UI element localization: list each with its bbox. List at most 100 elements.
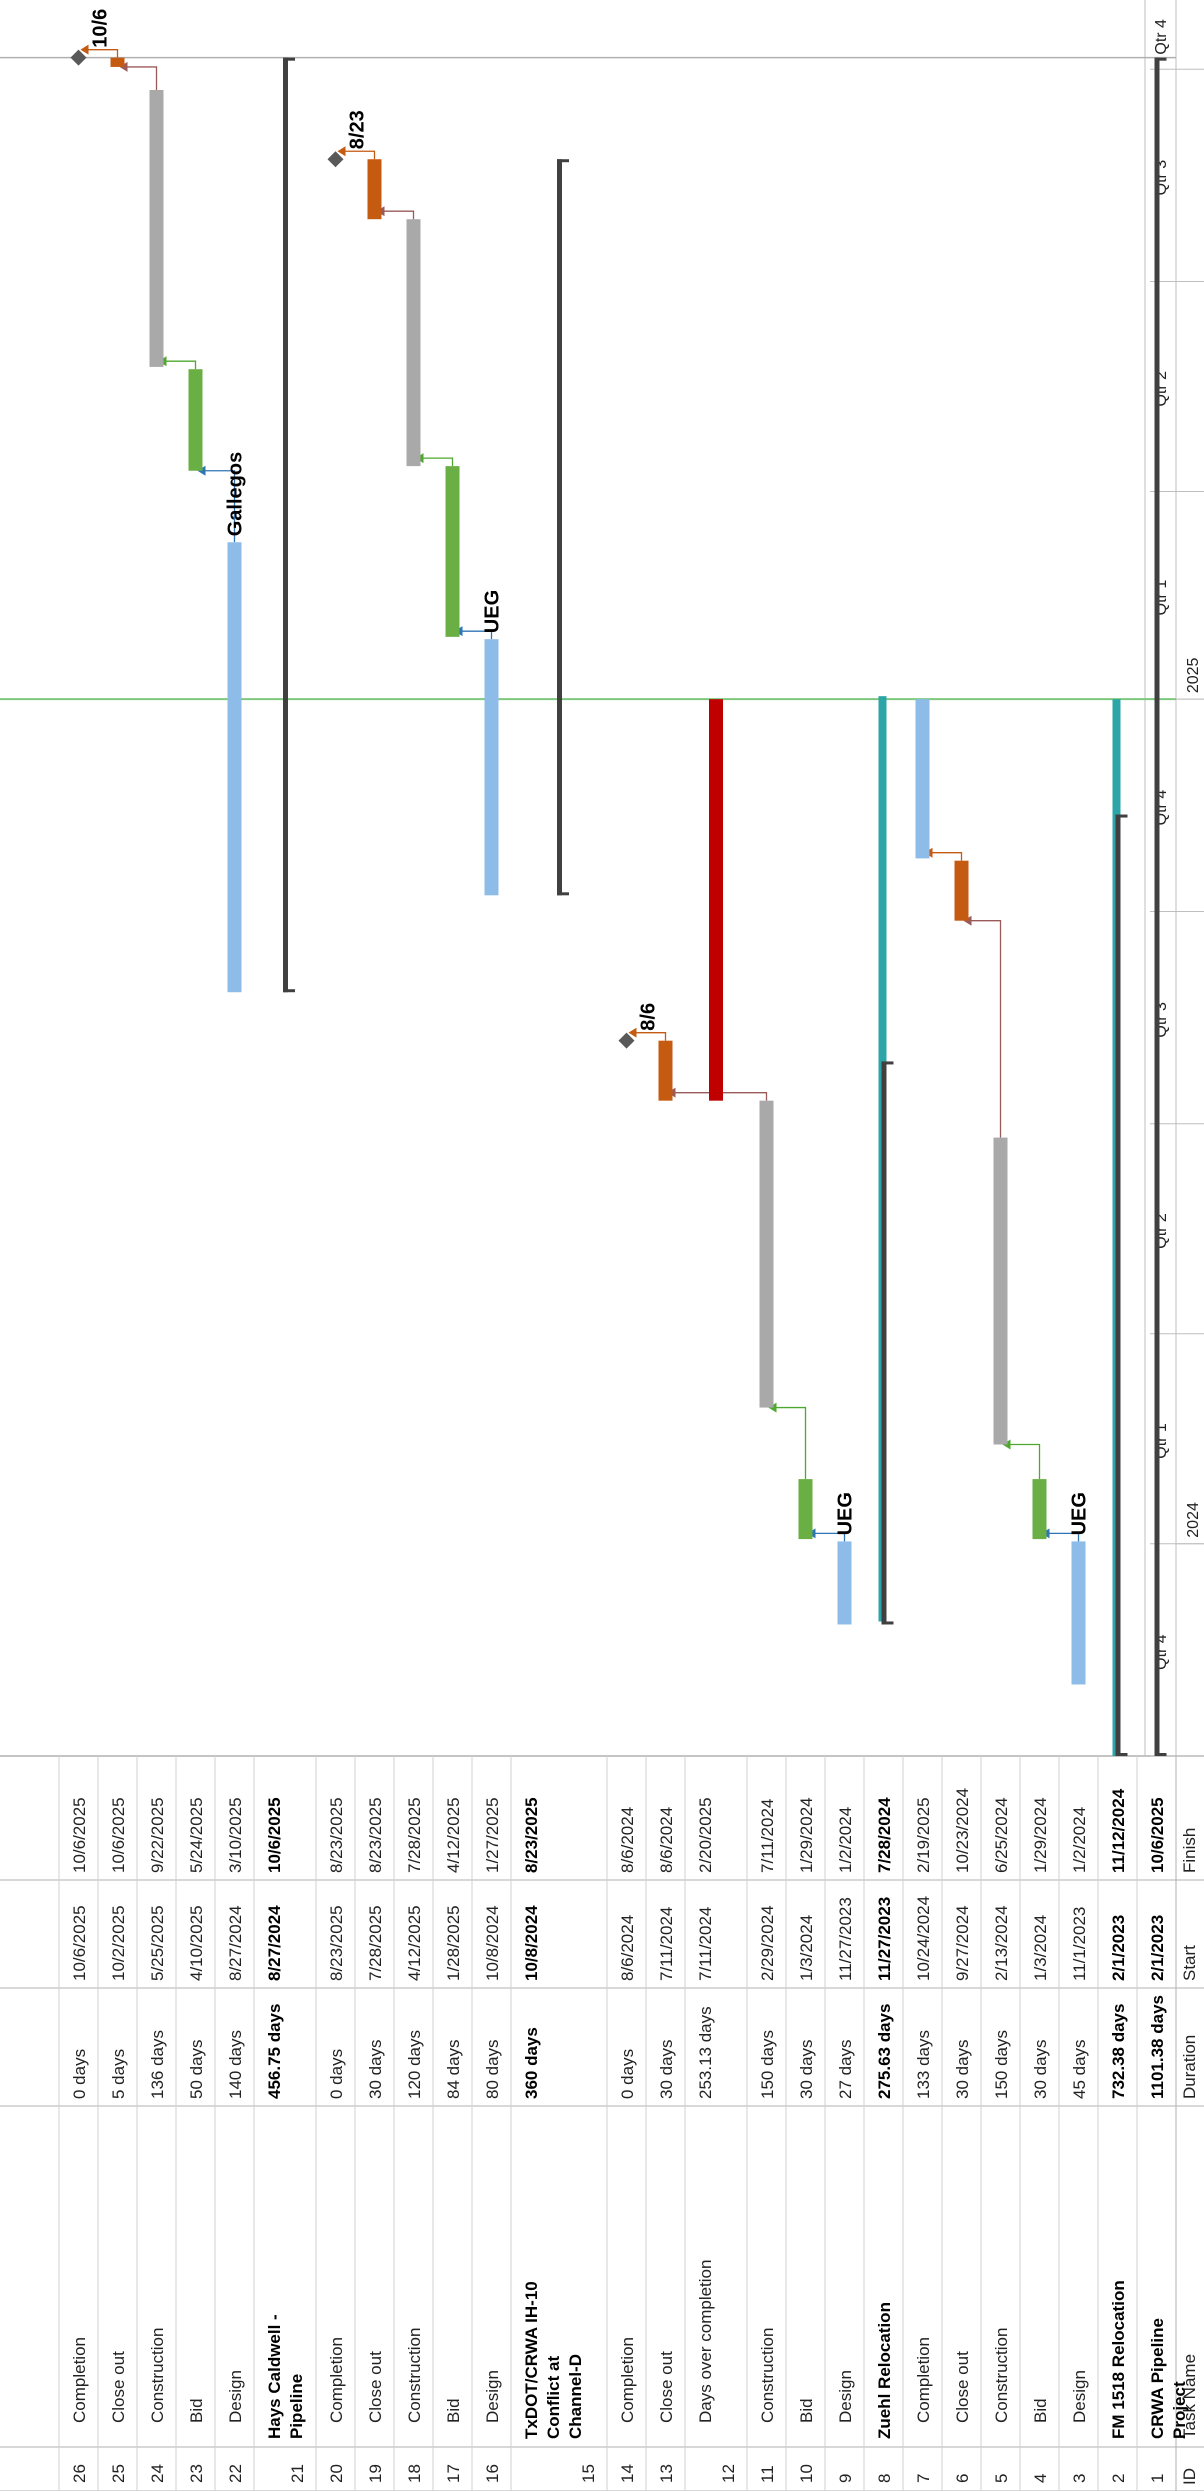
- table-row: 21 Hays Caldwell - Pipeline 456.75 days 8/27…: [265, 1797, 307, 2483]
- task-finish: 1/2/2024: [1070, 1807, 1089, 1873]
- dependency-line: [165, 360, 197, 370]
- summary-bar-end-cap: [1154, 57, 1167, 61]
- table-row: 19 Close out 30 days 7/28/2025 8/23/2025: [366, 1797, 385, 2483]
- task-duration: 360 days: [522, 2027, 541, 2099]
- milestone-label: 10/6: [90, 9, 112, 48]
- milestone-diamond: [618, 1032, 635, 1049]
- task-id: 21: [288, 2464, 307, 2483]
- task-finish: 7/28/2024: [875, 1797, 894, 1873]
- task-name: TxDOT/CRWA IH-10: [522, 2281, 541, 2439]
- task-id: 10: [797, 2464, 816, 2483]
- design-bar: [227, 542, 242, 993]
- resource-label: Gallegos: [225, 452, 247, 536]
- task-start: 2/13/2024: [992, 1905, 1011, 1981]
- task-name: Design: [1070, 2370, 1089, 2423]
- resource-label: UEG: [482, 590, 504, 633]
- quarter-label: Qtr 4: [1153, 19, 1170, 55]
- task-finish: 7/28/2025: [405, 1797, 424, 1873]
- task-duration: 30 days: [657, 2039, 676, 2099]
- table-row: 6 Close out 30 days 9/27/2024 10/23/2024: [953, 1788, 972, 2483]
- task-duration: 45 days: [1070, 2039, 1089, 2099]
- task-name: Project: [1170, 2381, 1189, 2439]
- task-duration: 30 days: [366, 2039, 385, 2099]
- task-name: Completion: [70, 2337, 89, 2423]
- task-start: 10/8/2024: [483, 1905, 502, 1981]
- task-id: 14: [618, 2464, 637, 2483]
- milestone-label: 8/6: [638, 1003, 660, 1031]
- design-bar: [837, 1541, 852, 1625]
- overrun-bar: [709, 699, 723, 1101]
- task-finish: 10/6/2025: [70, 1797, 89, 1873]
- task-duration: 732.38 days: [1109, 2004, 1128, 2099]
- task-finish: 9/22/2025: [148, 1797, 167, 1873]
- task-start: 7/11/2024: [657, 1907, 676, 1981]
- task-finish: 1/29/2024: [1031, 1797, 1050, 1873]
- task-id: 24: [148, 2464, 167, 2483]
- task-id: 13: [657, 2464, 676, 2483]
- task-duration: 133 days: [914, 2030, 933, 2099]
- table-row: 10 Bid 30 days 1/3/2024 1/29/2024: [797, 1797, 816, 2483]
- task-duration: 1101.38 days: [1148, 1995, 1167, 2099]
- task-duration: 0 days: [618, 2049, 637, 2099]
- bar-labels: UEG UEG 8/6 UEG 8/23 Gallegos 10/6: [90, 9, 1091, 1536]
- dependency-line: [970, 920, 1002, 1138]
- task-name: Completion: [618, 2337, 637, 2423]
- task-name: Design: [836, 2370, 855, 2423]
- task-duration: 275.63 days: [875, 2004, 894, 2099]
- task-id: 6: [953, 2474, 972, 2483]
- task-start: 7/28/2025: [366, 1905, 385, 1981]
- task-duration: 80 days: [483, 2039, 502, 2099]
- summary-bar: [283, 57, 288, 993]
- resource-label: UEG: [835, 1492, 857, 1535]
- task-finish: 8/23/2025: [327, 1797, 346, 1873]
- table-row: 20 Completion 0 days 8/23/2025 8/23/2025: [327, 1797, 346, 2483]
- task-finish: 11/12/2024: [1109, 1788, 1128, 1873]
- task-start: 9/27/2024: [953, 1905, 972, 1981]
- bid-bar: [445, 466, 460, 637]
- task-start: 1/3/2024: [1031, 1915, 1050, 1981]
- task-start: 10/2/2025: [109, 1905, 128, 1981]
- bid-bar: [188, 369, 203, 471]
- task-finish: 2/19/2025: [914, 1797, 933, 1873]
- design-bar: [484, 639, 499, 896]
- table-row: 11 Construction 150 days 2/29/2024 7/11/2024: [758, 1799, 777, 2483]
- task-start: 4/10/2025: [187, 1905, 206, 1981]
- task-id: 18: [405, 2464, 424, 2483]
- header-finish: Finish: [1180, 1828, 1199, 1873]
- summary-bar: [1115, 814, 1121, 1756]
- task-finish: 8/6/2024: [657, 1807, 676, 1873]
- dependency-line: [204, 470, 236, 543]
- closeout-bar: [954, 860, 969, 921]
- summary-bar-end-cap: [283, 57, 295, 61]
- dependency-line: [775, 1406, 807, 1480]
- dependency-line: [635, 1032, 667, 1041]
- table-row: 2 FM 1518 Relocation 732.38 days 2/1/2023 11…: [1109, 1788, 1128, 2483]
- task-start: 8/6/2024: [618, 1915, 637, 1981]
- table-row: 4 Bid 30 days 1/3/2024 1/29/2024: [1031, 1797, 1050, 2483]
- summary-bar-end-cap: [881, 1061, 894, 1065]
- task-id: 19: [366, 2464, 385, 2483]
- task-id: 7: [914, 2474, 933, 2483]
- task-start: 11/27/2023: [836, 1897, 855, 1981]
- dependency-arrowhead: [628, 1027, 637, 1038]
- year-label: 2025: [1185, 657, 1202, 693]
- summary-bar: [881, 1061, 887, 1625]
- milestone-diamond: [70, 49, 87, 66]
- task-duration: 84 days: [444, 2039, 463, 2099]
- task-id: 8: [875, 2474, 894, 2483]
- table-row: 5 Construction 150 days 2/13/2024 6/25/2024: [992, 1797, 1011, 2483]
- task-finish: 5/24/2025: [187, 1797, 206, 1873]
- task-start: 4/12/2025: [405, 1905, 424, 1981]
- task-name: Bid: [187, 2398, 206, 2423]
- task-finish: 8/6/2024: [618, 1807, 637, 1873]
- task-name: Design: [483, 2370, 502, 2423]
- task-start: 11/27/2023: [875, 1897, 894, 1981]
- table-row: 12 Days over completion 253.13 days 7/11/20…: [696, 1797, 738, 2483]
- dependency-line: [1048, 1532, 1080, 1542]
- table-row: 13 Close out 30 days 7/11/2024 8/6/2024: [657, 1807, 676, 2483]
- task-finish: 2/20/2025: [696, 1797, 715, 1873]
- task-id: 22: [226, 2464, 245, 2483]
- summary-bar-start-cap: [557, 892, 569, 896]
- table-row: 23 Bid 50 days 4/10/2025 5/24/2025: [187, 1797, 206, 2483]
